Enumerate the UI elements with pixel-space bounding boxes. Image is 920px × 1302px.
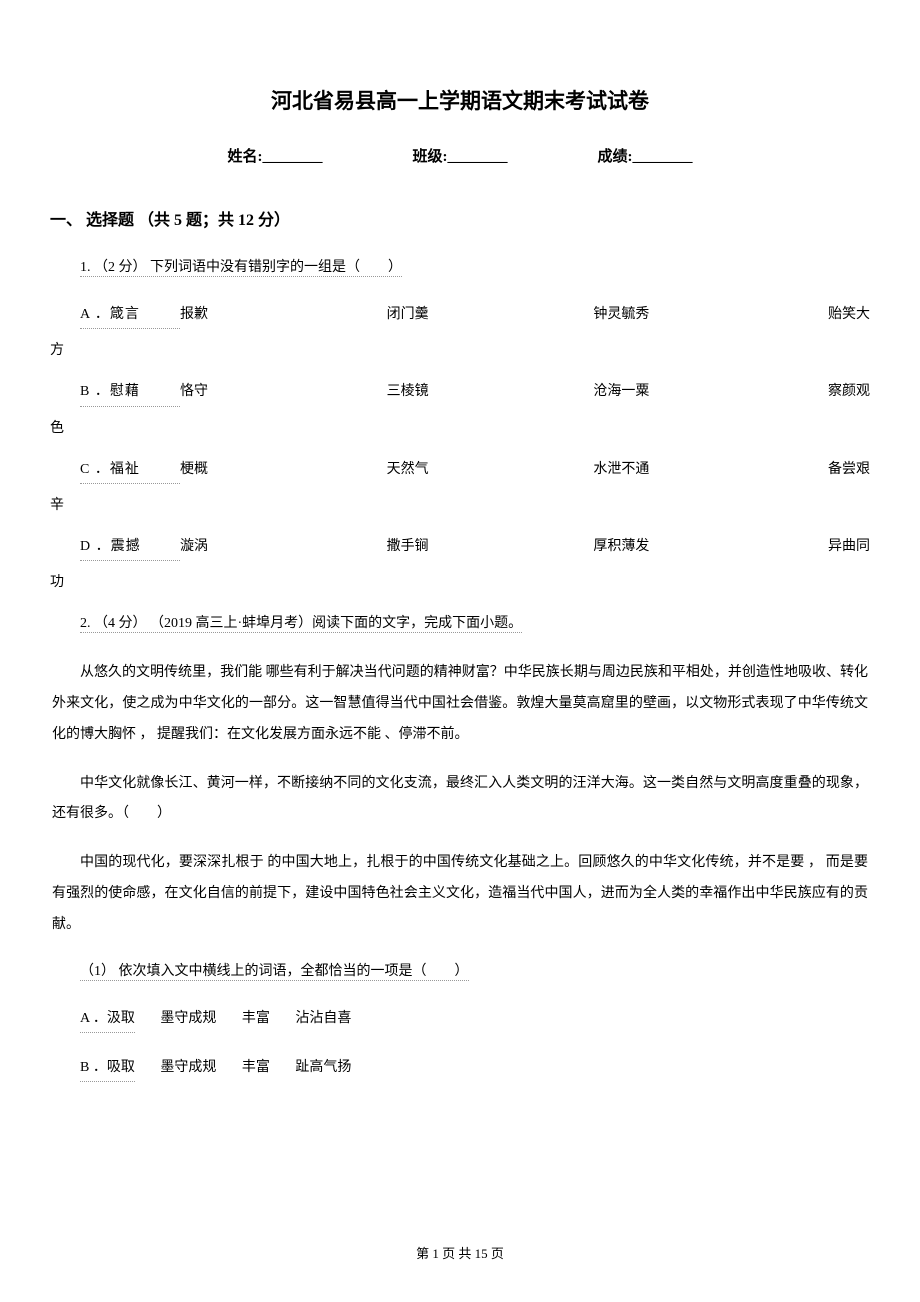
q1-opt-b-label: B ．慰藉 bbox=[80, 379, 180, 406]
q1-opt-d-c1: 漩涡 bbox=[180, 534, 387, 561]
q1-opt-c-c2: 天然气 bbox=[387, 457, 594, 484]
page-footer: 第 1 页 共 15 页 bbox=[0, 1243, 920, 1262]
q1-option-c-row: C ．福祉 梗概 天然气 水泄不通 备尝艰 bbox=[50, 457, 870, 484]
q1-opt-a-c2: 闭门羹 bbox=[387, 302, 594, 329]
q1-opt-d-c2: 撒手锏 bbox=[387, 534, 594, 561]
score-field: 成绩:________ bbox=[598, 145, 693, 166]
q1-opt-b-c1: 恪守 bbox=[180, 379, 387, 406]
q2-option-a: A ．汲取 墨守成规 丰富 沾沾自喜 bbox=[50, 1006, 870, 1033]
q1-opt-a-c3: 钟灵毓秀 bbox=[593, 302, 800, 329]
q2-passage-3: 中国的现代化，要深深扎根于 的中国大地上，扎根于的中国传统文化基础之上。回顾悠久… bbox=[50, 848, 870, 940]
q1-option-a-row: A ．箴言 报歉 闭门羹 钟灵毓秀 贻笑大 bbox=[50, 302, 870, 329]
q1-opt-b-wrap: 色 bbox=[50, 417, 870, 437]
q1-opt-a-label: A ．箴言 bbox=[80, 302, 180, 329]
q1-option-d-row: D ．震撼 漩涡 撒手锏 厚积薄发 异曲同 bbox=[50, 534, 870, 561]
q1-opt-c-c1: 梗概 bbox=[180, 457, 387, 484]
q1-opt-a-c1: 报歉 bbox=[180, 302, 387, 329]
q1-opt-c-wrap: 辛 bbox=[50, 494, 870, 514]
q1-opt-c-c4: 备尝艰 bbox=[800, 457, 870, 484]
q1-opt-c-label: C ．福祉 bbox=[80, 457, 180, 484]
student-info-row: 姓名:________ 班级:________ 成绩:________ bbox=[50, 145, 870, 166]
q2-opt-b-w2: 丰富 bbox=[242, 1055, 270, 1080]
q2-stem: 2. （4 分） （2019 高三上·蚌埠月考）阅读下面的文字，完成下面小题。 bbox=[50, 611, 870, 636]
q2-opt-a-w2: 丰富 bbox=[242, 1006, 270, 1031]
q1-opt-b-c2: 三棱镜 bbox=[387, 379, 594, 406]
q2-opt-a-w3: 沾沾自喜 bbox=[295, 1006, 351, 1031]
class-field: 班级:________ bbox=[413, 145, 508, 166]
q2-opt-b-w3: 趾高气扬 bbox=[295, 1055, 351, 1080]
q2-passage-2: 中华文化就像长江、黄河一样，不断接纳不同的文化支流，最终汇入人类文明的汪洋大海。… bbox=[50, 769, 870, 831]
q1-opt-d-c4: 异曲同 bbox=[800, 534, 870, 561]
q2-opt-b-w1: 墨守成规 bbox=[160, 1055, 216, 1080]
q1-option-b-row: B ．慰藉 恪守 三棱镜 沧海一粟 察颜观 bbox=[50, 379, 870, 406]
q1-opt-a-wrap: 方 bbox=[50, 339, 870, 359]
q2-opt-a-label: A ．汲取 bbox=[80, 1006, 135, 1033]
q2-opt-a-w1: 墨守成规 bbox=[160, 1006, 216, 1031]
q1-opt-b-c3: 沧海一粟 bbox=[593, 379, 800, 406]
q1-opt-b-c4: 察颜观 bbox=[800, 379, 870, 406]
q1-stem: 1. （2 分） 下列词语中没有错别字的一组是（ ） bbox=[50, 255, 870, 280]
exam-title: 河北省易县高一上学期语文期末考试试卷 bbox=[50, 85, 870, 115]
q2-option-b: B ．吸取 墨守成规 丰富 趾高气扬 bbox=[50, 1055, 870, 1082]
q1-opt-a-c4: 贻笑大 bbox=[800, 302, 870, 329]
q1-opt-d-c3: 厚积薄发 bbox=[593, 534, 800, 561]
q1-opt-d-wrap: 功 bbox=[50, 571, 870, 591]
name-field: 姓名:________ bbox=[228, 145, 323, 166]
q2-sub1-text: （1） 依次填入文中横线上的词语，全都恰当的一项是（ ） bbox=[80, 964, 469, 981]
q2-sub1: （1） 依次填入文中横线上的词语，全都恰当的一项是（ ） bbox=[50, 959, 870, 984]
q1-opt-c-c3: 水泄不通 bbox=[593, 457, 800, 484]
q1-opt-d-label: D ．震撼 bbox=[80, 534, 180, 561]
q2-passage-1: 从悠久的文明传统里，我们能 哪些有利于解决当代问题的精神财富？中华民族长期与周边… bbox=[50, 658, 870, 750]
section-header: 一、 选择题 （共 5 题；共 12 分） bbox=[50, 206, 870, 230]
q1-stem-text: 1. （2 分） 下列词语中没有错别字的一组是（ ） bbox=[80, 260, 402, 277]
q2-opt-b-label: B ．吸取 bbox=[80, 1055, 135, 1082]
q2-stem-text: 2. （4 分） （2019 高三上·蚌埠月考）阅读下面的文字，完成下面小题。 bbox=[80, 616, 522, 633]
